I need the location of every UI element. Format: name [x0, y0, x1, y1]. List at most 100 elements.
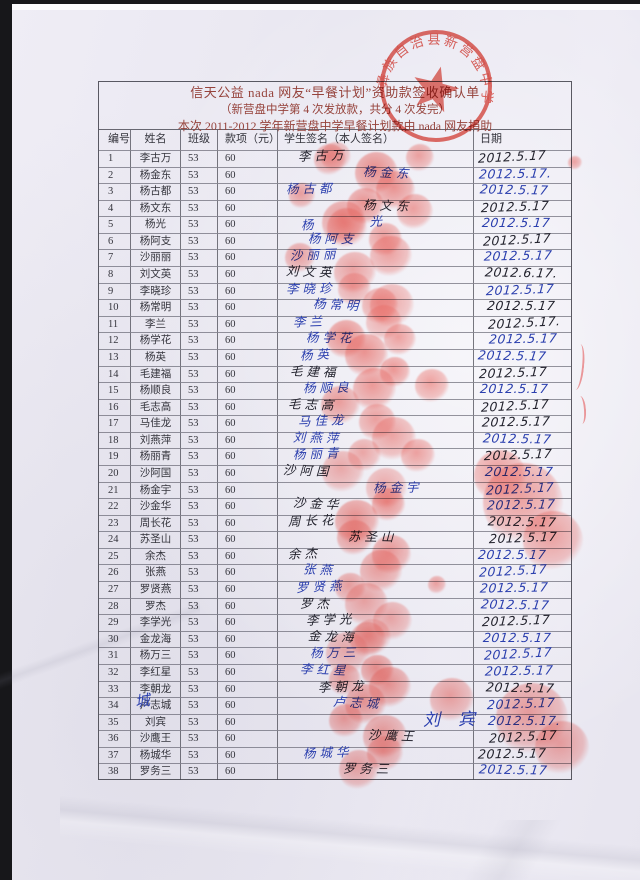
- table-row: 3 杨古都 53 60 杨古都 2012.5.17: [99, 180, 571, 200]
- signature-cell: 周长花: [278, 511, 474, 532]
- amount-cell: 60: [218, 232, 278, 250]
- name-cell: 李晓珍: [131, 282, 181, 300]
- class-cell: 53: [181, 348, 218, 366]
- handwritten-signature: 李晓珍: [285, 280, 336, 297]
- handwritten-signature: 罗杰: [299, 595, 334, 611]
- receipt-table: 信天公益 nada 网友“早餐计划”资助款签收确认单 （新营盘中学第 4 次发放…: [98, 81, 572, 780]
- date-cell: 2012.5.17: [474, 198, 571, 217]
- table-row: 31 杨万三 53 60 杨万三 2012.5.17: [99, 645, 571, 664]
- date-cell: 2012.5.17: [474, 396, 571, 416]
- name-cell: 沙鹰王: [131, 730, 181, 747]
- date-cell: 2012.5.17: [474, 331, 571, 349]
- handwritten-signature: 杨城华: [302, 743, 353, 761]
- class-cell: 53: [181, 183, 218, 200]
- amount-cell: 60: [218, 514, 278, 532]
- handwritten-signature: 罗贤燕: [295, 577, 346, 596]
- table-row: 37 杨城华 53 60 杨城华 2012.5.17: [99, 743, 571, 764]
- class-cell: 53: [181, 730, 218, 747]
- row-number-cell: 11: [99, 315, 131, 333]
- handwritten-signature: 张燕: [302, 561, 337, 579]
- table-row: 11 李兰 53 60 李兰 2012.5.17.: [99, 313, 571, 333]
- row-number-cell: 10: [99, 299, 131, 316]
- row-number-cell: 12: [99, 332, 131, 349]
- name-cell: 李红星: [131, 663, 181, 681]
- signature-cell: 沙金华: [278, 495, 474, 515]
- amount-cell: 60: [218, 415, 278, 432]
- class-cell: 53: [181, 713, 218, 731]
- handwritten-signature: 周长花: [287, 511, 338, 529]
- date-cell: 2012.5.17: [474, 248, 571, 266]
- table-row: 27 罗贤燕 53 60 罗贤燕 2012.5.17: [99, 577, 571, 598]
- handwritten-signature: 马佳龙: [297, 412, 348, 430]
- class-cell: 53: [181, 398, 218, 416]
- col-header-number: 编号: [99, 130, 131, 150]
- signature-cell: 杨阿支: [278, 230, 474, 250]
- class-cell: 53: [181, 531, 218, 548]
- handwritten-signature: 刘文英: [285, 263, 336, 280]
- row-number-cell: 9: [99, 282, 131, 300]
- signature-cell: 卢志城: [278, 694, 474, 714]
- amount-cell: 60: [218, 730, 278, 747]
- name-cell: 毛建福: [131, 365, 181, 383]
- row-number-cell: 20: [99, 464, 131, 482]
- amount-cell: 60: [218, 150, 278, 167]
- handwritten-date: 2012.5.17: [482, 430, 553, 447]
- amount-cell: 60: [218, 166, 278, 184]
- amount-cell: 60: [218, 597, 278, 615]
- date-cell: 2012.5.17: [474, 745, 571, 764]
- handwritten-signature: 杨古都: [285, 180, 336, 197]
- name-cell: 杨金宇: [131, 481, 181, 499]
- handwritten-date: 2012.5.17: [479, 181, 550, 198]
- handwritten-signature: 罗务三: [342, 760, 393, 777]
- row-number-cell: 33: [99, 680, 131, 698]
- class-cell: 53: [181, 166, 218, 184]
- row-number-cell: 17: [99, 415, 131, 432]
- handwritten-signature: 李古万: [297, 147, 348, 164]
- handwritten-date: 2012.5.17: [486, 496, 556, 513]
- row-number-cell: 28: [99, 597, 131, 615]
- star-icon: [414, 66, 460, 113]
- document-subtitle2: 本次 2011-2012 学年新营盘中学早餐计划款由 nada 网友捐助: [177, 119, 493, 133]
- handwritten-signature: 余杰: [287, 545, 322, 562]
- amount-cell: 60: [218, 183, 278, 200]
- table-row: 4 杨文东 53 60 杨文东 2012.5.17: [99, 197, 571, 217]
- row-number-cell: 3: [99, 183, 131, 200]
- row-number-cell: 36: [99, 730, 131, 747]
- handwritten-date: 2012.5.17: [481, 413, 551, 430]
- handwritten-date: 2012.5.17: [488, 727, 558, 747]
- table-row: 6 杨阿支 53 60 杨阿支 2012.5.17: [99, 230, 571, 250]
- signature-cell: 马佳龙: [278, 412, 474, 432]
- amount-cell: 60: [218, 630, 278, 648]
- signature-cell: 罗杰: [278, 595, 474, 615]
- name-cell: 杨学花: [131, 332, 181, 349]
- document-title: 信天公益 nada 网友“早餐计划”资助款签收确认单: [190, 85, 480, 100]
- name-cell: 杨常明: [131, 299, 181, 316]
- row-number-cell: 37: [99, 746, 131, 764]
- signature-cell: 罗贤燕: [278, 577, 474, 598]
- class-cell: 53: [181, 431, 218, 449]
- handwritten-date: 2012.5.17: [479, 579, 549, 596]
- handwritten-date: 2012.5.17: [486, 298, 556, 314]
- handwritten-signature: 沙丽丽: [289, 246, 340, 264]
- signature-cell: 杨金宇: [278, 479, 474, 499]
- class-cell: 53: [181, 514, 218, 532]
- col-header-name: 姓名: [131, 130, 181, 150]
- class-cell: 53: [181, 282, 218, 300]
- name-cell: 沙阿国: [131, 464, 181, 482]
- amount-cell: 60: [218, 332, 278, 349]
- handwritten-overwrite: 城: [133, 691, 152, 712]
- row-number-cell: 38: [99, 763, 131, 780]
- signature-cell: 李晓珍: [278, 280, 474, 300]
- name-cell: 罗务三: [131, 763, 181, 780]
- table-row: 34 卢志城城 53 60 卢志城 2012.5.17: [99, 691, 571, 714]
- date-cell: 2012.5.17: [474, 280, 571, 300]
- table-row: 24 苏圣山 53 60 苏圣山 2012.5.17: [99, 529, 571, 548]
- class-cell: 53: [181, 365, 218, 383]
- table-body: 1 李古万 53 60 李古万 2012.5.17 2 杨金东 53 60 杨金…: [99, 147, 571, 780]
- table-row: 23 周长花 53 60 周长花 2012.5.17: [99, 511, 571, 532]
- row-number-cell: 34: [99, 697, 131, 714]
- date-cell: 2012.5.17: [474, 513, 571, 532]
- table-row: 20 沙阿国 53 60 沙阿国 2012.5.17: [99, 462, 571, 482]
- handwritten-signature: 李兰: [292, 313, 327, 330]
- row-number-cell: 27: [99, 581, 131, 598]
